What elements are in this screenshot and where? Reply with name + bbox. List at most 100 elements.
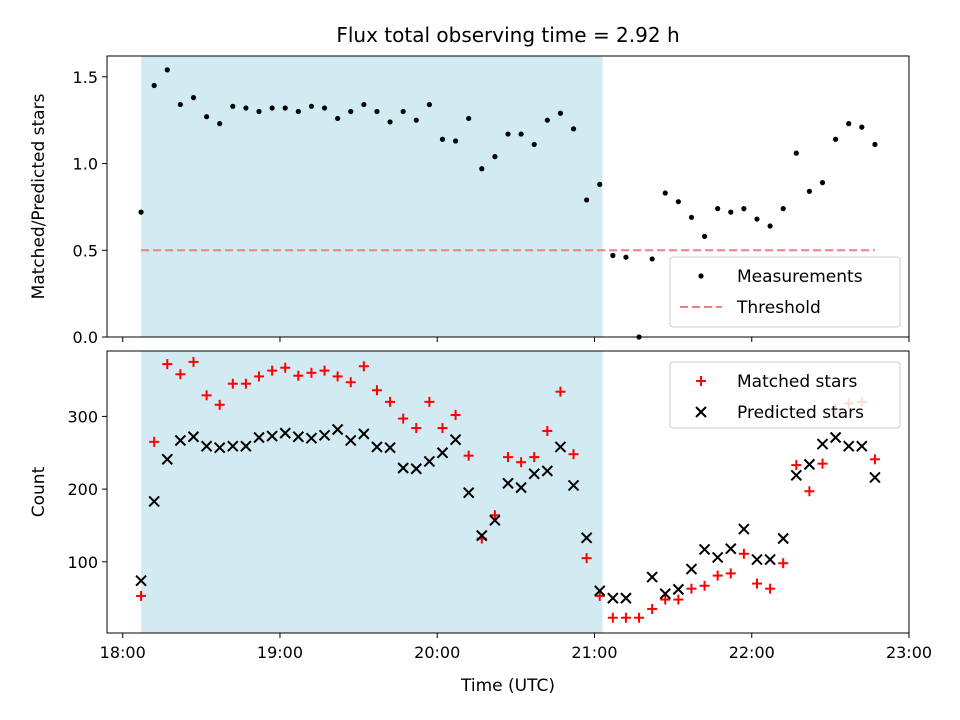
predicted-stars-point bbox=[489, 514, 501, 527]
matched-stars-point bbox=[620, 612, 631, 623]
matched-stars-point bbox=[280, 362, 291, 373]
observing-window-span bbox=[141, 56, 603, 337]
legend-marker-dot bbox=[698, 273, 704, 279]
predicted-stars-point bbox=[594, 585, 606, 597]
matched-stars-point bbox=[136, 590, 147, 601]
legend-label: Matched stars bbox=[737, 372, 857, 392]
y-tick-label: 200 bbox=[67, 480, 98, 499]
x-stroke-b bbox=[279, 427, 291, 439]
measurement-point bbox=[767, 223, 773, 229]
matched-stars-point bbox=[201, 390, 212, 401]
legend-marker-x bbox=[695, 406, 707, 418]
measurement-point bbox=[466, 115, 472, 122]
measurement-point bbox=[439, 136, 446, 142]
y-tick-label: 100 bbox=[67, 553, 98, 572]
measurement-point bbox=[505, 131, 511, 137]
predicted-stars-point bbox=[738, 523, 750, 535]
measurement-point bbox=[203, 114, 210, 120]
measurement-point bbox=[387, 119, 393, 125]
predicted-stars-point bbox=[213, 441, 226, 454]
predicted-stars-point bbox=[790, 469, 803, 481]
predicted-stars-point bbox=[331, 423, 344, 436]
measurement-point bbox=[636, 334, 642, 340]
predicted-stars-point bbox=[148, 495, 160, 508]
predicted-stars-point bbox=[318, 429, 331, 442]
measurement-point bbox=[715, 206, 721, 212]
measurement-point bbox=[426, 101, 432, 108]
measurement-point bbox=[374, 108, 380, 115]
matched-stars-point bbox=[463, 450, 474, 461]
measurement-point bbox=[623, 254, 629, 260]
predicted-stars-point bbox=[200, 440, 213, 452]
predicted-stars-point bbox=[580, 532, 593, 544]
matched-stars-point bbox=[817, 458, 828, 469]
legend-label: Predicted stars bbox=[737, 403, 864, 423]
matched-stars-point bbox=[594, 590, 605, 601]
measurement-point bbox=[256, 108, 262, 115]
x-stroke-b bbox=[345, 434, 357, 447]
predicted-stars-point bbox=[567, 479, 580, 492]
measurement-point bbox=[819, 180, 826, 186]
predicted-stars-point bbox=[161, 453, 173, 466]
predicted-stars-point bbox=[843, 440, 855, 452]
matched-stars-point bbox=[214, 399, 225, 410]
x-stroke-b bbox=[423, 455, 436, 468]
x-stroke-b bbox=[476, 529, 488, 542]
x-stroke-b bbox=[541, 465, 554, 477]
matched-stars-point bbox=[778, 558, 789, 569]
predicted-stars-point bbox=[829, 431, 842, 444]
x-stroke-b bbox=[869, 471, 881, 484]
predicted-stars-point bbox=[698, 543, 711, 556]
measurement-point bbox=[479, 166, 485, 172]
x-stroke-b bbox=[856, 440, 868, 452]
measurement-point bbox=[584, 197, 590, 203]
legend: Measurements Threshold bbox=[669, 256, 901, 328]
matched-stars-point bbox=[450, 409, 461, 420]
predicted-stars-point bbox=[764, 553, 776, 566]
predicted-stars-point bbox=[449, 433, 462, 446]
matched-stars-point bbox=[686, 583, 697, 594]
matched-stars-point bbox=[162, 359, 173, 370]
predicted-stars-point bbox=[436, 447, 449, 459]
measurement-point bbox=[164, 67, 170, 73]
predicted-stars-point bbox=[410, 463, 422, 475]
y-tick-label: 0.5 bbox=[73, 241, 98, 260]
measurement-point bbox=[872, 141, 878, 148]
measurement-point bbox=[269, 105, 275, 111]
measurement-point bbox=[217, 121, 223, 127]
x-stroke-b bbox=[200, 440, 213, 452]
x-tick-label: 18:00 bbox=[100, 643, 146, 662]
matched-stars-point bbox=[188, 356, 199, 367]
x-stroke-b bbox=[253, 431, 265, 444]
matched-stars-point bbox=[385, 396, 396, 407]
measurement-point bbox=[531, 141, 537, 148]
x-stroke-b bbox=[816, 438, 829, 450]
matched-stars-point bbox=[634, 612, 645, 623]
predicted-stars-point bbox=[646, 571, 658, 583]
measurement-point bbox=[649, 256, 655, 262]
x-stroke-b bbox=[764, 553, 776, 566]
y-tick-label: 1.5 bbox=[73, 68, 98, 87]
x-stroke-b bbox=[358, 428, 370, 440]
measurement-point bbox=[177, 101, 183, 108]
matched-stars-point bbox=[804, 486, 815, 497]
matched-stars-point bbox=[293, 370, 304, 381]
predicted-stars-point bbox=[358, 428, 370, 440]
measurement-point bbox=[570, 126, 577, 132]
predicted-stars-point bbox=[725, 542, 737, 555]
measurement-point bbox=[806, 188, 813, 194]
predicted-stars-point bbox=[620, 592, 632, 604]
matched-stars-point bbox=[581, 553, 592, 564]
matched-stars-point bbox=[791, 460, 802, 471]
observing-window-span bbox=[141, 351, 603, 633]
predicted-stars-point bbox=[607, 592, 619, 604]
measurement-point bbox=[348, 108, 354, 115]
x-axis-label: Time (UTC) bbox=[460, 676, 555, 696]
x-stroke-b bbox=[843, 440, 855, 452]
x-stroke-b bbox=[187, 431, 200, 443]
x-stroke-b bbox=[449, 433, 462, 446]
predicted-stars-point bbox=[751, 553, 763, 566]
predicted-stars-point bbox=[371, 441, 383, 453]
predicted-stars-point bbox=[279, 427, 291, 439]
